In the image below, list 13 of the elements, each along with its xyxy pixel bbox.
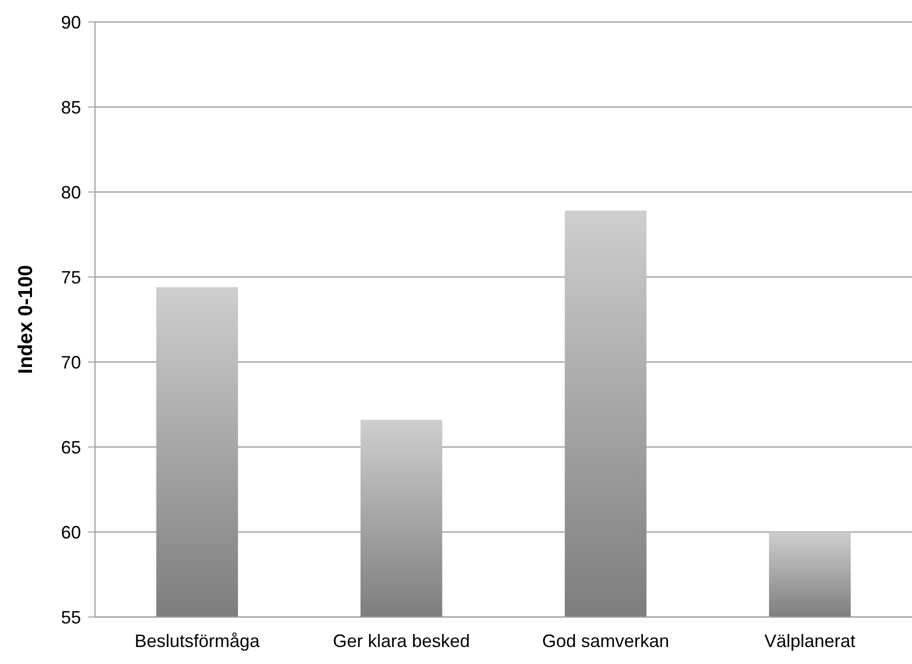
y-tick-label: 75 <box>60 267 81 288</box>
x-tick-label: Välplanerat <box>764 631 856 651</box>
x-tick-label: Ger klara besked <box>332 631 470 651</box>
y-tick-label: 85 <box>60 97 81 118</box>
y-tick-label: 80 <box>60 182 81 202</box>
y-tick-label: 70 <box>60 352 81 372</box>
x-tick-label: God samverkan <box>542 631 670 651</box>
y-tick-label: 55 <box>60 607 81 628</box>
y-tick-label: 65 <box>60 437 81 458</box>
y-axis-title: Index 0-100 <box>15 265 37 374</box>
y-tick-label: 90 <box>60 12 81 32</box>
y-tick-label: 60 <box>60 522 81 542</box>
x-tick-label: Beslutsförmåga <box>134 631 261 651</box>
